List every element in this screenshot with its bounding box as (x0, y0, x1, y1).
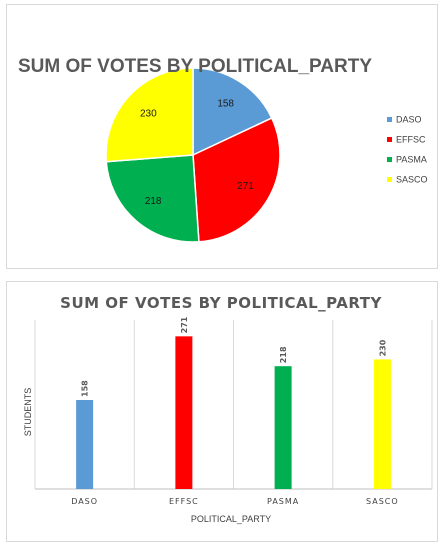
x-tick-label-effsc: EFFSC (169, 497, 199, 506)
pie-slice-sasco (105, 67, 194, 163)
pie-slices (105, 67, 281, 243)
pie-chart-title: SUM OF VOTES BY POLITICAL_PARTY (18, 56, 372, 77)
pie-data-label-effsc: 271 (237, 181, 254, 192)
bar-data-label-pasma: 218 (279, 346, 288, 363)
y-axis-title: STUDENTS (23, 388, 33, 437)
legend-swatch-effsc (387, 137, 392, 142)
bar-series (76, 336, 391, 489)
pie-data-labels: 158 271 218 230 (140, 99, 254, 207)
bar-data-labels: 158 271 218 230 (81, 316, 388, 397)
legend-swatch-sasco (387, 177, 392, 182)
pie-legend: DASO EFFSC PASMA SASCO (387, 115, 428, 185)
bar-pasma (274, 366, 292, 489)
x-axis-title: POLITICAL_PARTY (191, 514, 271, 524)
bar-data-label-sasco: 230 (378, 339, 387, 356)
bar-chart: SUM OF VOTES BY POLITICAL_PARTY 158 271 21… (23, 294, 433, 524)
bar-effsc (175, 336, 193, 489)
pie-slice-daso (192, 67, 273, 157)
legend-label-pasma: PASMA (396, 155, 427, 165)
legend-label-sasco: SASCO (396, 175, 428, 185)
bar-daso (76, 399, 94, 489)
pie-slice-pasma (105, 154, 200, 243)
bar-sasco (373, 359, 391, 489)
legend-label-effsc: EFFSC (396, 135, 426, 145)
bar-gridlines (34, 320, 433, 490)
bar-data-label-daso: 158 (81, 380, 90, 397)
x-tick-label-daso: DASO (71, 497, 98, 506)
pie-chart: 158 271 218 230 SUM OF VOTES BY POLITICAL_P… (18, 56, 428, 243)
legend-swatch-pasma (387, 157, 392, 162)
bar-chart-panel: SUM OF VOTES BY POLITICAL_PARTY 158 271 21… (6, 281, 438, 542)
pie-data-label-daso: 158 (217, 99, 234, 110)
pie-chart-panel: 158 271 218 230 SUM OF VOTES BY POLITICAL_P… (6, 4, 438, 269)
bar-category-tick-labels: DASO EFFSC PASMA SASCO (71, 497, 399, 506)
pie-data-label-pasma: 218 (145, 196, 162, 207)
legend-swatch-daso (387, 117, 392, 122)
pie-slice-effsc (192, 117, 281, 243)
legend-label-daso: DASO (396, 115, 422, 125)
x-tick-label-sasco: SASCO (366, 497, 399, 506)
pie-data-label-sasco: 230 (140, 109, 157, 120)
x-tick-label-pasma: PASMA (267, 497, 299, 506)
bar-data-label-effsc: 271 (180, 316, 189, 333)
bar-chart-title: SUM OF VOTES BY POLITICAL_PARTY (60, 294, 382, 312)
